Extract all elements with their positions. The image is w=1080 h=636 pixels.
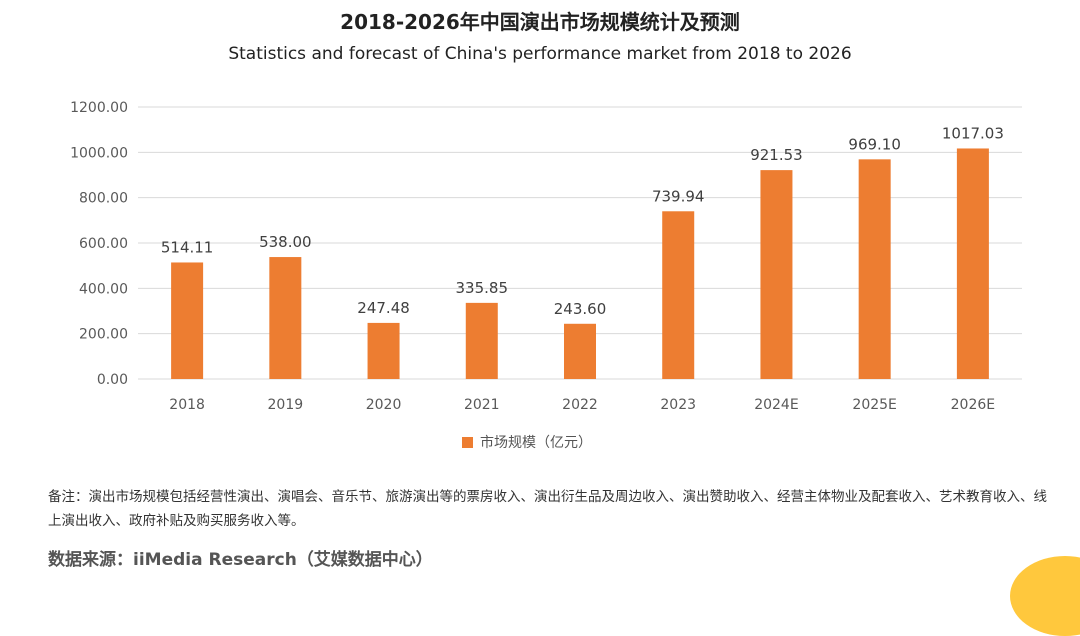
data-source: 数据来源：iiMedia Research（艾媒数据中心）	[48, 550, 433, 570]
x-tick-label: 2022	[562, 397, 598, 413]
data-label: 243.60	[554, 300, 607, 318]
y-tick-label: 1000.00	[70, 145, 128, 161]
bar	[269, 257, 302, 379]
bar	[564, 323, 596, 379]
bar	[465, 302, 498, 379]
data-label: 538.00	[259, 233, 312, 251]
y-tick-label: 0.00	[97, 372, 128, 388]
legend-swatch	[462, 436, 473, 448]
x-tick-label: 2019	[268, 397, 304, 413]
y-tick-label: 200.00	[79, 327, 128, 343]
y-tick-label: 400.00	[79, 281, 128, 297]
bar-chart: 0.00 200.00 400.00 600.00 800.00 1000.00 1200.…	[70, 100, 1022, 413]
x-tick-label: 2020	[366, 397, 402, 413]
data-label: 247.48	[357, 299, 410, 317]
bar	[662, 211, 695, 379]
bar	[367, 322, 400, 379]
chart-title: 2018-2026年中国演出市场规模统计及预测	[340, 10, 740, 34]
legend: 市场规模（亿元）	[462, 432, 592, 452]
bar	[858, 159, 891, 379]
x-tick-label: 2026E	[951, 397, 995, 413]
data-label: 921.53	[750, 146, 803, 164]
data-label: 969.10	[848, 135, 901, 153]
x-tick-label: 2023	[660, 397, 696, 413]
footnote: 备注：演出市场规模包括经营性演出、演唱会、音乐节、旅游演出等的票房收入、演出衍生…	[48, 489, 1047, 529]
bar	[956, 148, 989, 379]
data-label: 1017.03	[942, 124, 1004, 142]
data-label: 514.11	[161, 238, 214, 256]
corner-decoration	[1010, 556, 1080, 636]
bar	[171, 262, 204, 379]
legend-label: 市场规模（亿元）	[480, 435, 592, 451]
x-tick-label: 2024E	[754, 397, 798, 413]
y-tick-label: 600.00	[79, 236, 128, 252]
y-tick-label: 1200.00	[70, 100, 128, 116]
bar	[760, 170, 793, 379]
x-tick-label: 2018	[169, 397, 205, 413]
data-label: 739.94	[652, 187, 705, 205]
x-tick-label: 2025E	[852, 397, 896, 413]
data-label: 335.85	[456, 279, 509, 297]
x-tick-label: 2021	[464, 397, 500, 413]
chart-subtitle: Statistics and forecast of China's perfo…	[228, 44, 852, 64]
y-tick-label: 800.00	[79, 191, 128, 207]
